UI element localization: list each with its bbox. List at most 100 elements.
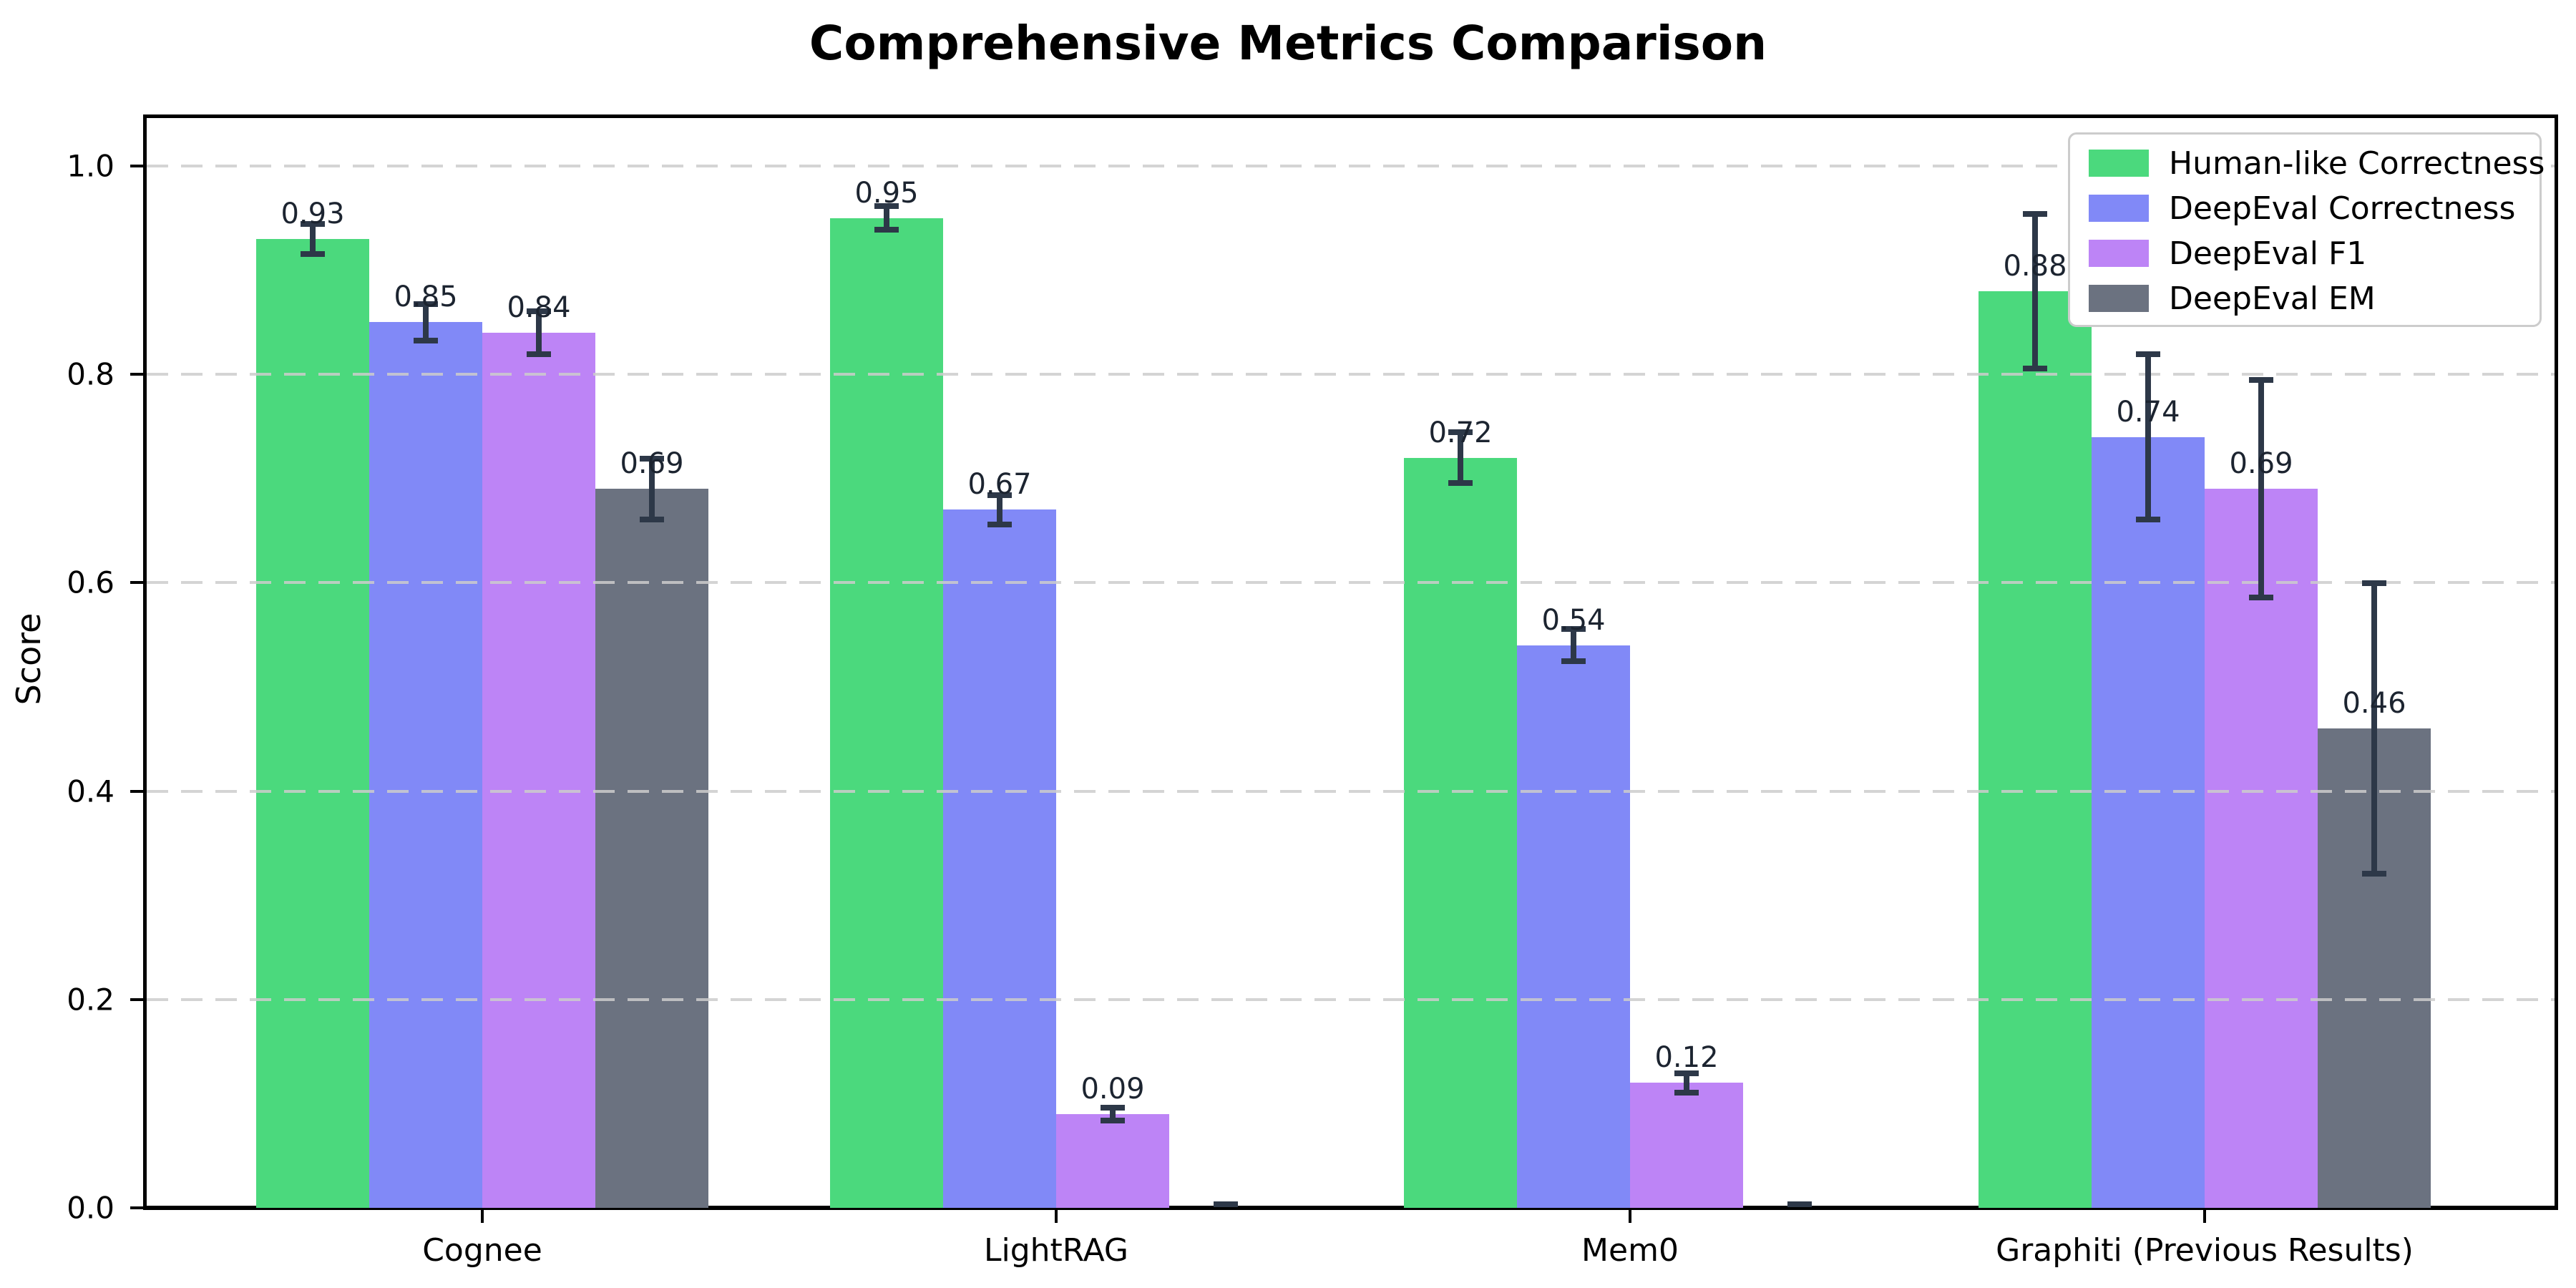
axis-spine-bottom (143, 1206, 2558, 1210)
x-tick-mark (1629, 1210, 1631, 1223)
error-bar-cap-bottom (527, 351, 551, 357)
axis-spine-right (2555, 114, 2558, 1208)
y-tick-mark (130, 165, 143, 167)
error-bar (1571, 628, 1576, 663)
error-bar-cap-bottom (1101, 1118, 1125, 1124)
error-bar-cap-top (1674, 1070, 1699, 1076)
error-bar-cap-bottom (987, 522, 1012, 528)
y-gridline (147, 789, 2555, 793)
bar-value-label: 0.69 (2229, 447, 2293, 481)
bar-value-label: 0.95 (854, 176, 919, 210)
error-bar (2371, 582, 2377, 875)
y-gridline (147, 997, 2555, 1001)
y-tick-label: 0.6 (67, 565, 114, 600)
x-tick-label: LightRAG (983, 1232, 1129, 1269)
x-tick-label: Mem0 (1581, 1232, 1679, 1269)
bar-value-label: 0.54 (1541, 603, 1606, 637)
legend-swatch (2089, 150, 2149, 177)
legend: Human-like Correctness DeepEval Correctne… (2068, 132, 2545, 327)
bar-deepeval-correctness (1517, 645, 1630, 1208)
bar-human-like-correctness (830, 218, 943, 1208)
error-bar-cap-top (874, 203, 899, 210)
y-tick-label: 0.8 (67, 356, 114, 392)
error-bar (423, 303, 429, 341)
axis-spine-left (143, 114, 147, 1208)
y-tick-label: 0.2 (67, 982, 114, 1018)
bar-value-label: 0.46 (2342, 687, 2406, 721)
error-bar-cap-bottom (2136, 517, 2160, 523)
bar-human-like-correctness (1979, 291, 2092, 1208)
bar-deepeval-f1 (1630, 1083, 1743, 1208)
chart-title: Comprehensive Metrics Comparison (809, 16, 1767, 71)
bar-deepeval-correctness (369, 322, 482, 1208)
bar-value-label: 0.67 (967, 468, 1032, 502)
x-tick-mark (481, 1210, 484, 1223)
error-bar-cap-bottom (1561, 658, 1586, 665)
error-bar-cap-top (987, 492, 1012, 498)
error-bar (1684, 1072, 1689, 1093)
bar-value-label: 0.84 (507, 291, 571, 324)
y-tick-mark (130, 789, 143, 793)
error-bar-cap-top (2249, 377, 2273, 384)
y-tick-label: 0.4 (67, 774, 114, 809)
bar-deepeval-f1 (2205, 489, 2318, 1208)
error-bar-cap-bottom (1674, 1089, 1699, 1096)
bar-human-like-correctness (256, 238, 369, 1208)
legend-item: DeepEval F1 (2070, 232, 2542, 275)
bar-value-label: 0.12 (1654, 1041, 1719, 1075)
error-bar-cap-bottom (2362, 871, 2386, 877)
bar-human-like-correctness (1404, 457, 1517, 1208)
legend-label: Human-like Correctness (2169, 145, 2545, 182)
bar-value-label: 0.72 (1428, 416, 1493, 449)
error-bar (649, 457, 655, 521)
legend-label: DeepEval Correctness (2169, 190, 2516, 227)
error-bar (997, 494, 1002, 526)
error-bar-cap-bottom (874, 227, 899, 233)
error-bar-cap-top (2362, 580, 2386, 587)
error-bar-cap-top (1448, 429, 1473, 436)
bar-value-label: 0.85 (394, 280, 458, 314)
error-bar-cap-top (1561, 626, 1586, 633)
error-bar (1110, 1106, 1116, 1122)
error-bar-cap-bottom (414, 337, 438, 343)
error-bar (884, 205, 889, 231)
legend-label: DeepEval F1 (2169, 235, 2367, 272)
error-bar-cap-bottom (2249, 595, 2273, 601)
error-bar-cap-top (1101, 1104, 1125, 1111)
axis-spine-top (143, 114, 2558, 118)
legend-swatch (2089, 285, 2149, 312)
error-bar-cap-top (414, 301, 438, 308)
bar-value-label: 0.93 (280, 197, 345, 230)
bar-value-label: 0.88 (2003, 249, 2067, 283)
legend-swatch (2089, 195, 2149, 222)
y-gridline (147, 373, 2555, 376)
bar-value-label: 0.74 (2116, 395, 2180, 429)
x-tick-label: Graphiti (Previous Results) (1996, 1232, 2414, 1269)
bar-deepeval-f1 (1056, 1113, 1169, 1208)
error-bar-cap-top (640, 455, 664, 462)
error-bar (1458, 431, 1463, 484)
legend-item: DeepEval Correctness (2070, 187, 2542, 230)
error-bar (310, 223, 316, 255)
bar-deepeval-em (595, 489, 708, 1208)
error-bar-cap-bottom (2023, 365, 2047, 371)
bar-value-label: 0.69 (620, 447, 684, 481)
error-bar-cap-bottom (640, 517, 664, 523)
x-tick-label: Cognee (422, 1232, 542, 1269)
bar-deepeval-correctness (943, 509, 1056, 1208)
error-bar-cap-top (301, 221, 325, 228)
error-bar-cap-top (527, 308, 551, 315)
bar-value-label: 0.09 (1080, 1072, 1145, 1106)
x-tick-mark (1055, 1210, 1058, 1223)
y-axis-label: Score (9, 613, 48, 706)
error-bar-cap-top (2136, 351, 2160, 358)
y-gridline (147, 581, 2555, 585)
y-tick-label: 0.0 (67, 1190, 114, 1226)
legend-swatch (2089, 240, 2149, 267)
bar-deepeval-f1 (482, 332, 595, 1208)
bar-deepeval-correctness (2092, 436, 2205, 1208)
error-bar (2258, 379, 2264, 599)
error-bar-cap-bottom (1448, 480, 1473, 487)
y-tick-label: 1.0 (67, 148, 114, 184)
